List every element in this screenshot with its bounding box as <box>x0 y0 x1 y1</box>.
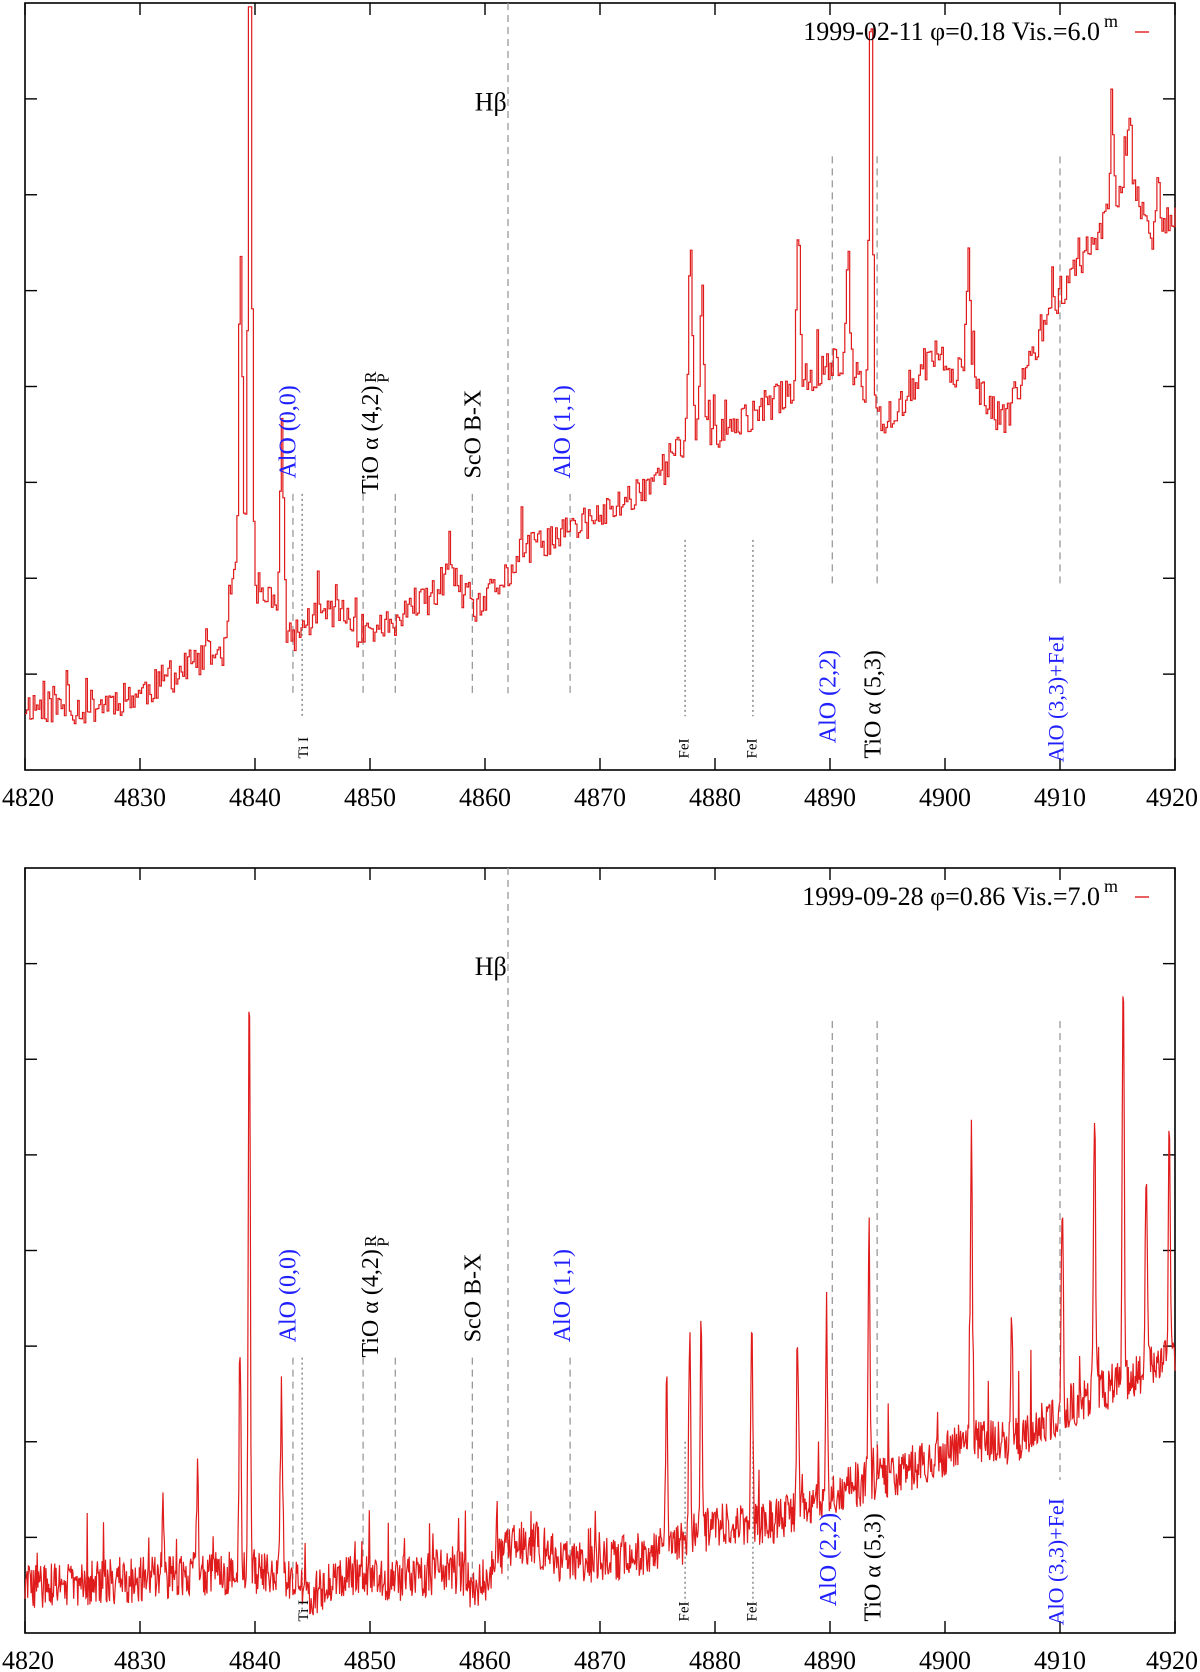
legend-superscript: m <box>1104 876 1118 896</box>
x-tick-label: 4910 <box>1034 783 1086 812</box>
annotation-label: FeI <box>677 1601 693 1621</box>
annotation-label: ScO B-X <box>460 390 486 479</box>
annotation-label: R <box>361 371 380 383</box>
annotation-label: AlO (2,2) <box>816 1513 842 1606</box>
x-tick-label: 4890 <box>804 1646 856 1672</box>
annotation-label: Ti I <box>296 1600 312 1622</box>
top-panel: 4820 4830 4840 4850 4860 4870 4880 4890 4900 4910… <box>2 2 1198 812</box>
legend-label: 1999-02-11 φ=0.18 Vis.=6.0 <box>803 17 1100 46</box>
x-tick-label: 4910 <box>1034 1646 1086 1672</box>
annotation-label: AlO (2,2) <box>816 650 842 743</box>
x-tick-label: 4870 <box>574 1646 626 1672</box>
annotation-label: AlO (3,3)+FeI <box>1044 1498 1069 1625</box>
annotation-label: AlO (1,1) <box>550 385 576 478</box>
x-tick-label: 4920 <box>1146 783 1198 812</box>
annotation-label: AlO (0,0) <box>275 385 301 478</box>
annotation-label: TiO α (5,3) <box>861 1513 887 1621</box>
legend-label: 1999-09-28 φ=0.86 Vis.=7.0 <box>802 882 1100 911</box>
x-tick-label: 4860 <box>459 1646 511 1672</box>
annotation-label: FeI <box>744 739 760 759</box>
x-tick-label: 4890 <box>804 783 856 812</box>
annotation-label: AlO (1,1) <box>550 1249 576 1342</box>
legend-superscript: m <box>1104 11 1118 31</box>
x-tick-label: 4870 <box>574 783 626 812</box>
spectrum-series <box>25 6 1176 725</box>
annotation-label: Hβ <box>475 952 507 981</box>
x-tick-label: 4860 <box>459 783 511 812</box>
annotation-label: FeI <box>676 738 692 758</box>
annotation-label: Hβ <box>475 87 507 116</box>
annotation-label: TiO α (4,2) <box>358 385 384 493</box>
annotation-label: Ti I <box>296 737 312 759</box>
x-tick-label: 4880 <box>689 1646 741 1672</box>
annotation-label: AlO (0,0) <box>275 1249 301 1342</box>
x-tick-label: 4900 <box>919 783 971 812</box>
spectrum-series <box>24 996 1176 1616</box>
x-tick-label: 4880 <box>689 783 741 812</box>
annotation-label: AlO (3,3)+FeI <box>1044 635 1069 762</box>
x-tick-label: 4830 <box>114 783 166 812</box>
legend: 1999-02-11 φ=0.18 Vis.=6.0 m <box>803 11 1149 46</box>
plot-frame <box>24 867 1176 1634</box>
x-tick-label: 4840 <box>229 783 281 812</box>
annotation-label: TiO α (4,2) <box>358 1249 384 1357</box>
x-tick-label: 4920 <box>1146 1646 1198 1672</box>
x-tick-label: 4850 <box>344 1646 396 1672</box>
x-tick-label: 4900 <box>919 1646 971 1672</box>
annotation-label: P <box>373 1237 392 1246</box>
annotation-label: P <box>373 373 392 382</box>
annotation-label: ScO B-X <box>460 1254 486 1343</box>
x-tick-label: 4820 <box>2 783 54 812</box>
x-tick-label: 4850 <box>344 783 396 812</box>
bottom-panel: 4820 4830 4840 4850 4860 4870 4880 4890 4900 4910… <box>2 867 1198 1672</box>
x-tick-label: 4840 <box>229 1646 281 1672</box>
x-tick-label: 4830 <box>114 1646 166 1672</box>
legend: 1999-09-28 φ=0.86 Vis.=7.0 m <box>802 876 1149 911</box>
annotation-label: FeI <box>744 1602 760 1622</box>
annotation-label: TiO α (5,3) <box>861 650 887 758</box>
annotation-label: R <box>361 1235 380 1247</box>
x-tick-label: 4820 <box>2 1646 54 1672</box>
